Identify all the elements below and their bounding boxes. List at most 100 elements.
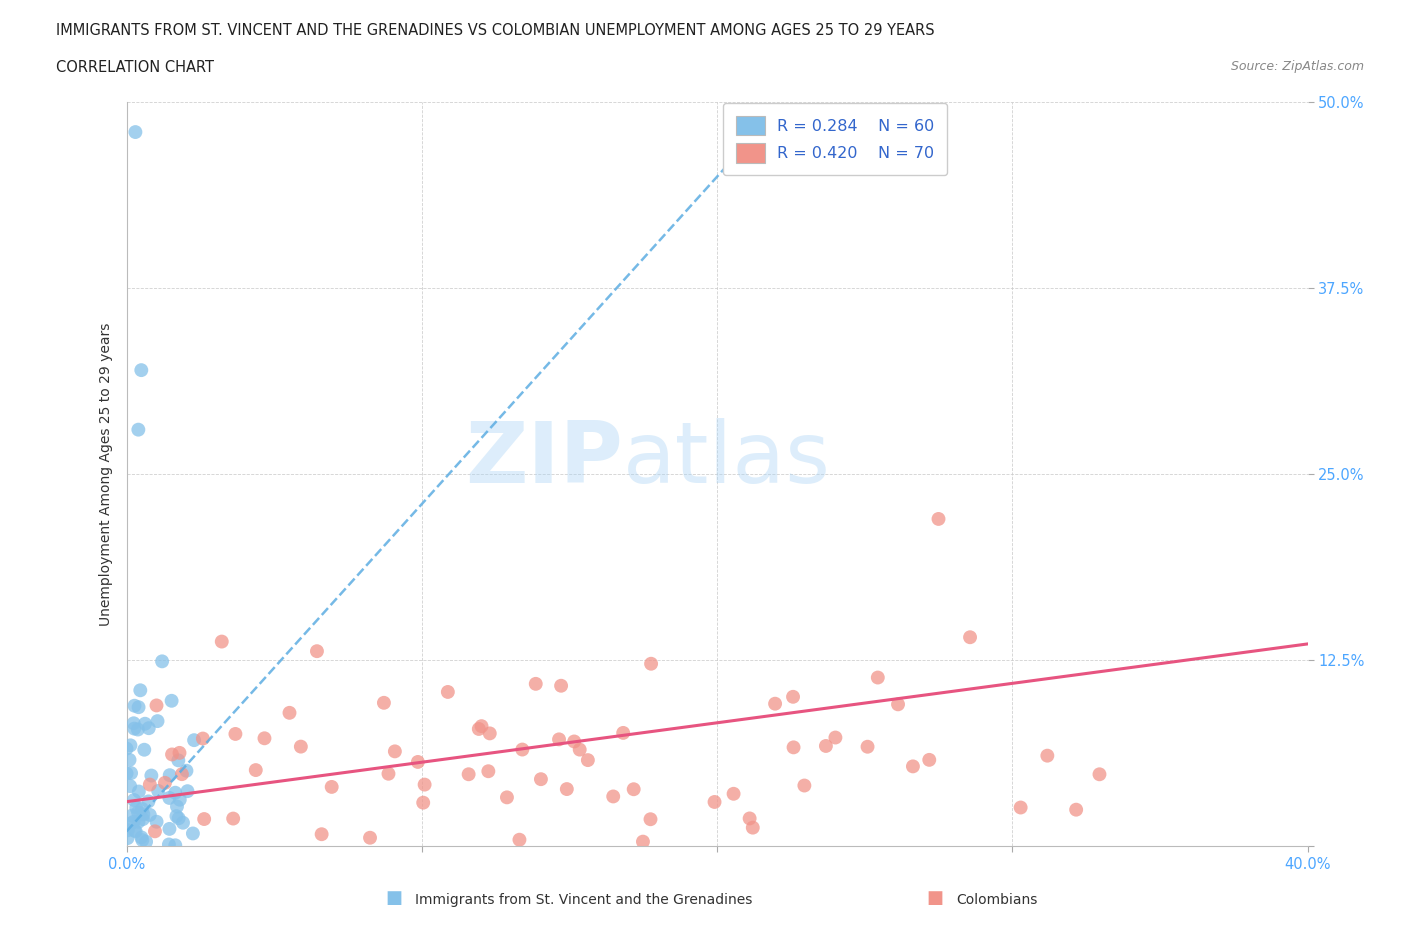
Point [612,725,634,740]
Point [131,830,153,844]
Point [496,790,519,804]
Point [524,676,547,691]
Point [856,739,879,754]
Point [169,792,191,807]
Point [117,823,139,838]
Point [166,809,188,824]
Point [129,363,153,378]
Point [122,815,145,830]
Point [153,776,176,790]
Point [124,824,146,839]
Point [738,811,761,826]
Point [143,824,166,839]
Y-axis label: Unemployment Among Ages 25 to 29 years: Unemployment Among Ages 25 to 29 years [98,323,112,626]
Point [166,799,188,814]
Point [124,125,146,140]
Point [131,832,153,847]
Point [412,795,434,810]
Point [176,764,198,778]
Point [782,689,804,704]
Point [1088,767,1111,782]
Point [139,807,162,822]
Point [222,811,245,826]
Point [193,812,215,827]
Point [167,753,190,768]
Point [959,630,981,644]
Point [377,766,399,781]
Point [901,759,924,774]
Point [530,772,553,787]
Text: atlas: atlas [623,418,831,501]
Point [165,838,187,853]
Point [181,826,204,841]
Point [245,763,267,777]
Point [782,740,804,755]
Point [824,730,846,745]
Point [127,422,149,437]
Point [167,811,190,826]
Point [631,834,654,849]
Point [128,784,150,799]
Point [508,832,530,847]
Text: ZIP: ZIP [465,418,623,501]
Point [640,657,662,671]
Point [321,779,343,794]
Point [568,742,591,757]
Point [311,827,333,842]
Point [183,733,205,748]
Text: Immigrants from St. Vincent and the Grenadines: Immigrants from St. Vincent and the Gren… [415,893,752,907]
Point [115,741,138,756]
Point [1064,803,1087,817]
Point [191,731,214,746]
Text: Source: ZipAtlas.com: Source: ZipAtlas.com [1230,60,1364,73]
Point [793,778,815,793]
Point [122,716,145,731]
Point [253,731,276,746]
Point [138,721,160,736]
Point [555,781,578,796]
Point [139,777,162,792]
Point [159,768,181,783]
Point [478,726,501,741]
Point [169,746,191,761]
Point [122,721,145,736]
Point [121,816,143,830]
Point [887,697,910,711]
Point [406,754,429,769]
Point [224,726,246,741]
Point [146,713,169,728]
Point [115,766,138,781]
Point [170,766,193,781]
Point [118,752,141,767]
Point [562,734,585,749]
Point [120,737,142,752]
Point [127,722,149,737]
Point [122,792,145,807]
Point [576,752,599,767]
Point [290,739,312,754]
Point [134,742,156,757]
Point [305,644,328,658]
Point [437,684,460,699]
Text: CORRELATION CHART: CORRELATION CHART [56,60,214,75]
Point [150,654,173,669]
Point [124,823,146,838]
Point [866,671,889,685]
Point [121,808,143,823]
Point [640,812,662,827]
Point [145,815,167,830]
Point [135,834,157,849]
Point [132,807,155,822]
Point [928,512,950,526]
Text: Colombians: Colombians [956,893,1038,907]
Point [128,699,150,714]
Point [159,821,181,836]
Point [128,815,150,830]
Point [550,678,572,693]
Point [176,784,198,799]
Point [165,785,187,800]
Point [148,783,170,798]
Point [134,716,156,731]
Point [129,683,152,698]
Point [124,698,146,713]
